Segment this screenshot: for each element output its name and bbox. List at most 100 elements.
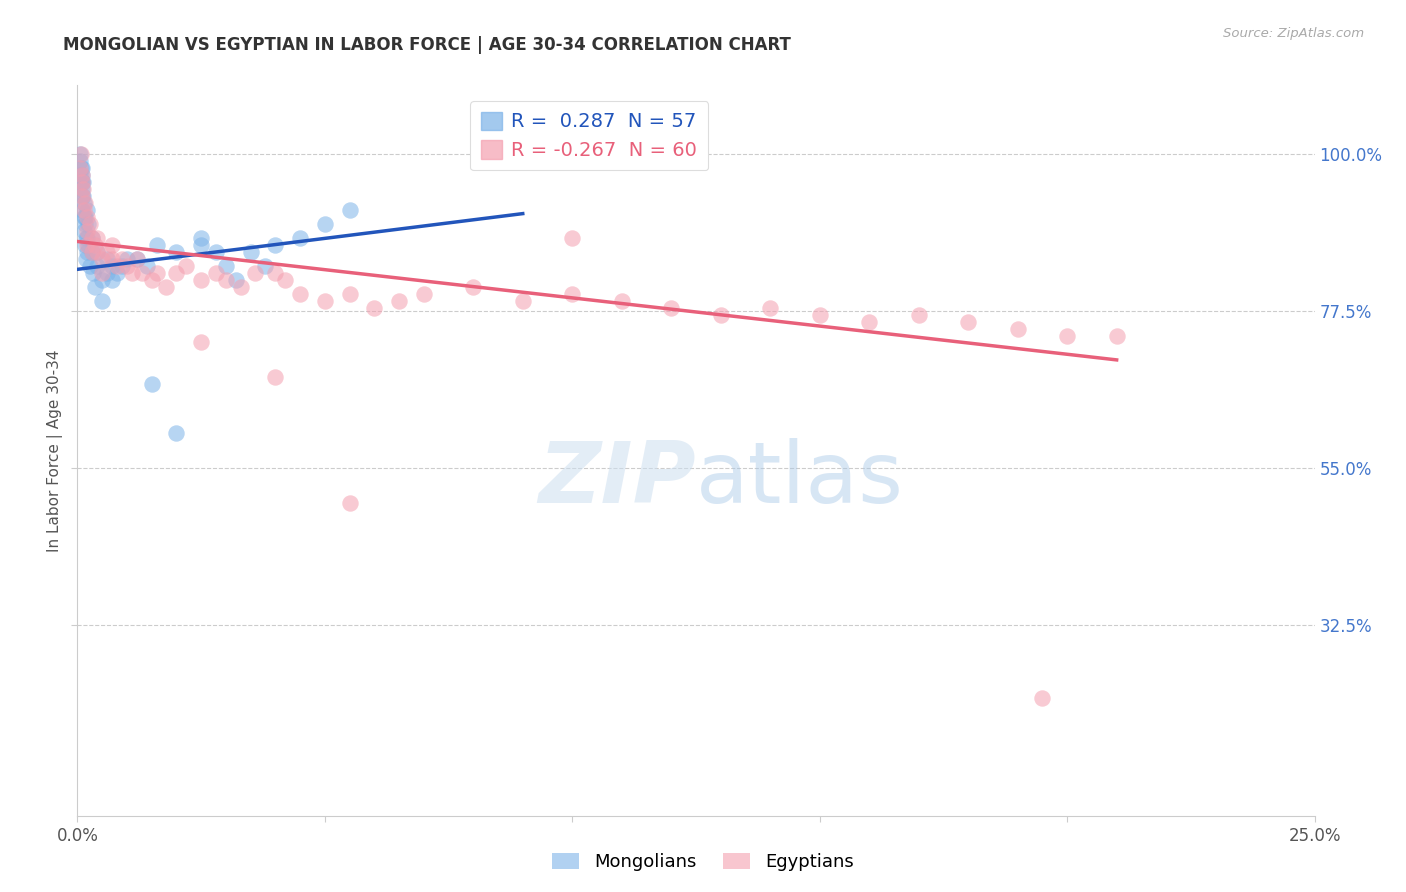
Point bbox=[205, 244, 228, 259]
Point bbox=[73, 196, 96, 211]
Point bbox=[155, 279, 177, 293]
Point bbox=[135, 259, 157, 273]
Point bbox=[141, 273, 163, 287]
Point bbox=[73, 238, 96, 252]
Text: Source: ZipAtlas.com: Source: ZipAtlas.com bbox=[1223, 27, 1364, 40]
Point bbox=[659, 301, 682, 315]
Point bbox=[1031, 690, 1053, 705]
Point bbox=[69, 169, 91, 183]
Point bbox=[190, 231, 212, 245]
Point bbox=[205, 266, 228, 280]
Point bbox=[76, 224, 98, 238]
Point bbox=[86, 244, 108, 259]
Point bbox=[69, 161, 91, 176]
Point bbox=[125, 252, 148, 266]
Point bbox=[77, 238, 100, 252]
Point bbox=[165, 266, 187, 280]
Point bbox=[91, 252, 114, 266]
Point bbox=[808, 308, 831, 322]
Point bbox=[77, 217, 100, 231]
Point bbox=[96, 252, 118, 266]
Point bbox=[339, 496, 361, 510]
Point bbox=[759, 301, 782, 315]
Y-axis label: In Labor Force | Age 30-34: In Labor Force | Age 30-34 bbox=[48, 349, 63, 552]
Point bbox=[111, 252, 134, 266]
Point bbox=[115, 252, 138, 266]
Point bbox=[264, 238, 287, 252]
Text: MONGOLIAN VS EGYPTIAN IN LABOR FORCE | AGE 30-34 CORRELATION CHART: MONGOLIAN VS EGYPTIAN IN LABOR FORCE | A… bbox=[63, 36, 792, 54]
Point bbox=[215, 273, 238, 287]
Point bbox=[190, 238, 212, 252]
Point bbox=[225, 273, 247, 287]
Point bbox=[70, 175, 93, 189]
Point bbox=[83, 279, 105, 293]
Point bbox=[145, 266, 167, 280]
Point bbox=[70, 182, 93, 196]
Point bbox=[363, 301, 385, 315]
Point bbox=[907, 308, 929, 322]
Point bbox=[561, 231, 583, 245]
Point bbox=[339, 286, 361, 301]
Point bbox=[710, 308, 733, 322]
Point bbox=[73, 203, 96, 218]
Point bbox=[174, 259, 197, 273]
Point bbox=[165, 425, 187, 440]
Point bbox=[73, 210, 96, 224]
Point bbox=[254, 259, 277, 273]
Point bbox=[229, 279, 252, 293]
Point bbox=[82, 244, 104, 259]
Point bbox=[190, 273, 212, 287]
Point bbox=[121, 266, 143, 280]
Point bbox=[274, 273, 297, 287]
Point bbox=[72, 182, 94, 196]
Point bbox=[86, 231, 108, 245]
Point bbox=[561, 286, 583, 301]
Point bbox=[131, 266, 153, 280]
Point bbox=[83, 238, 105, 252]
Point bbox=[75, 217, 97, 231]
Point bbox=[91, 293, 114, 308]
Point bbox=[76, 210, 98, 224]
Point bbox=[1105, 328, 1128, 343]
Point bbox=[512, 293, 534, 308]
Point bbox=[339, 203, 361, 218]
Point bbox=[82, 266, 104, 280]
Point bbox=[1056, 328, 1078, 343]
Point bbox=[101, 259, 124, 273]
Point bbox=[86, 259, 108, 273]
Point bbox=[76, 203, 98, 218]
Point bbox=[86, 244, 108, 259]
Point bbox=[145, 238, 167, 252]
Point bbox=[115, 259, 138, 273]
Point bbox=[1007, 321, 1029, 335]
Point bbox=[72, 161, 94, 176]
Point bbox=[165, 244, 187, 259]
Point bbox=[69, 147, 91, 161]
Point bbox=[72, 189, 94, 203]
Text: atlas: atlas bbox=[696, 438, 904, 521]
Text: ZIP: ZIP bbox=[538, 438, 696, 521]
Point bbox=[73, 224, 96, 238]
Point bbox=[215, 259, 238, 273]
Point bbox=[101, 252, 124, 266]
Point bbox=[75, 231, 97, 245]
Point bbox=[111, 259, 134, 273]
Point bbox=[69, 161, 91, 176]
Point bbox=[610, 293, 633, 308]
Point bbox=[72, 175, 94, 189]
Point bbox=[72, 189, 94, 203]
Point bbox=[101, 238, 124, 252]
Point bbox=[190, 335, 212, 350]
Point bbox=[82, 231, 104, 245]
Point bbox=[245, 266, 267, 280]
Point bbox=[82, 244, 104, 259]
Point bbox=[75, 252, 97, 266]
Point bbox=[72, 189, 94, 203]
Point bbox=[264, 266, 287, 280]
Point bbox=[96, 266, 118, 280]
Point bbox=[73, 210, 96, 224]
Point bbox=[96, 244, 118, 259]
Point bbox=[463, 279, 485, 293]
Point bbox=[105, 266, 128, 280]
Point bbox=[72, 169, 94, 183]
